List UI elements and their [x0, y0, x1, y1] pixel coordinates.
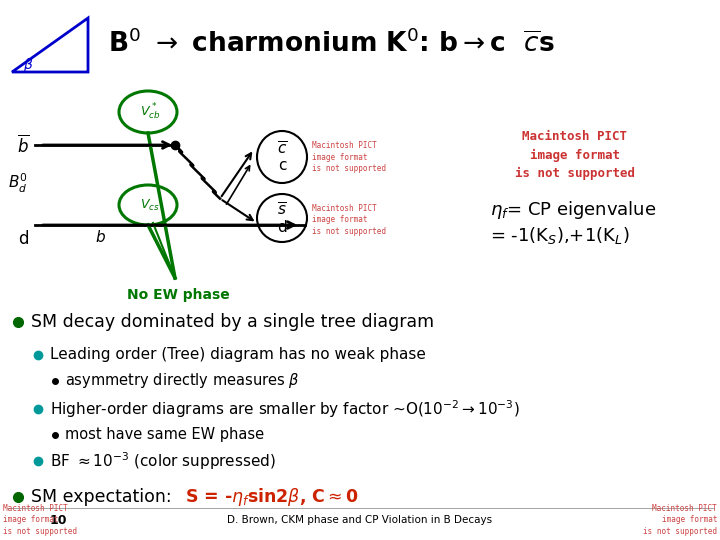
Text: d: d — [277, 219, 287, 234]
Text: Macintosh PICT
image format
is not supported: Macintosh PICT image format is not suppo… — [312, 204, 386, 237]
Text: SM expectation:: SM expectation: — [31, 488, 177, 506]
Text: $\overline{b}$: $\overline{b}$ — [17, 134, 30, 156]
Text: BF $\approx$10$^{-3}$ (color suppressed): BF $\approx$10$^{-3}$ (color suppressed) — [50, 450, 276, 472]
Text: d: d — [18, 230, 28, 248]
Text: $V^*_{cb}$: $V^*_{cb}$ — [140, 102, 161, 122]
Text: No EW phase: No EW phase — [127, 288, 230, 302]
Text: b: b — [95, 230, 105, 245]
Text: = -1(K$_S$),+1(K$_L$): = -1(K$_S$),+1(K$_L$) — [490, 225, 629, 246]
Text: $\overline{c}$: $\overline{c}$ — [276, 140, 287, 158]
Text: SM decay dominated by a single tree diagram: SM decay dominated by a single tree diag… — [31, 313, 434, 331]
Text: $\eta_f$= CP eigenvalue: $\eta_f$= CP eigenvalue — [490, 199, 657, 221]
Text: Macintosh PICT
image format
is not supported: Macintosh PICT image format is not suppo… — [3, 504, 77, 536]
Text: $B^0_d$: $B^0_d$ — [8, 171, 28, 194]
Text: asymmetry directly measures $\beta$: asymmetry directly measures $\beta$ — [65, 372, 300, 390]
Text: $\beta$: $\beta$ — [23, 56, 33, 74]
Text: most have same EW phase: most have same EW phase — [65, 428, 264, 442]
Text: $V_{cs}$: $V_{cs}$ — [140, 198, 160, 213]
Text: Macintosh PICT
image format
is not supported: Macintosh PICT image format is not suppo… — [515, 130, 635, 180]
Text: Macintosh PICT
image format
is not supported: Macintosh PICT image format is not suppo… — [643, 504, 717, 536]
Text: S = -$\eta_f$sin2$\beta$, C$\approx$0: S = -$\eta_f$sin2$\beta$, C$\approx$0 — [185, 486, 359, 508]
Text: c: c — [278, 159, 287, 173]
Text: Leading order (Tree) diagram has no weak phase: Leading order (Tree) diagram has no weak… — [50, 348, 426, 362]
Text: Macintosh PICT
image format
is not supported: Macintosh PICT image format is not suppo… — [312, 141, 386, 173]
Text: $\overline{s}$: $\overline{s}$ — [277, 201, 287, 219]
Text: 10: 10 — [49, 514, 67, 526]
Text: B$^0$ $\rightarrow$ charmonium K$^0$: b$\rightarrow$c  $\overline{c}$s: B$^0$ $\rightarrow$ charmonium K$^0$: b$… — [108, 30, 555, 58]
Text: Higher-order diagrams are smaller by factor ~O(10$^{-2}$$\rightarrow$10$^{-3}$): Higher-order diagrams are smaller by fac… — [50, 398, 520, 420]
Text: D. Brown, CKM phase and CP Violation in B Decays: D. Brown, CKM phase and CP Violation in … — [228, 515, 492, 525]
